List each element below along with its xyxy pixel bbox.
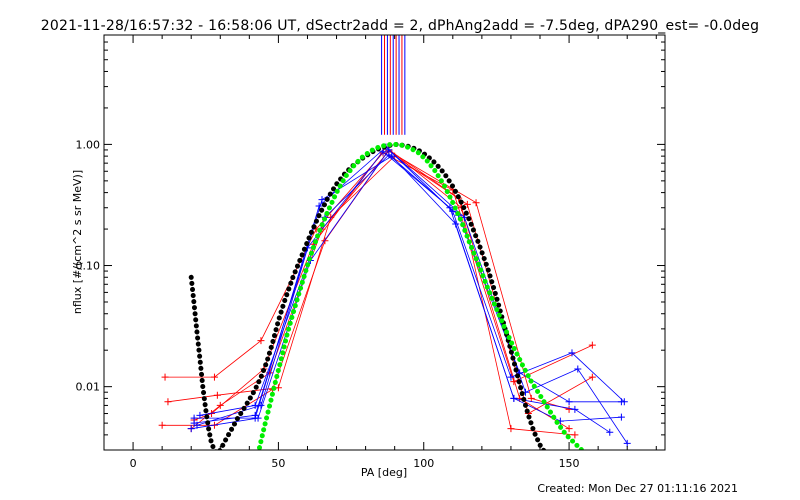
data-point — [507, 425, 515, 433]
y-tick-label: 0.01 — [76, 381, 101, 394]
x-axis-label: PA [deg] — [361, 466, 407, 479]
data-point — [210, 373, 218, 381]
series-line-6 — [191, 149, 628, 444]
data-point — [472, 199, 480, 207]
data-point — [379, 148, 387, 156]
black-fit-curve — [188, 141, 547, 450]
data-point — [565, 398, 573, 406]
y-tick-label: 0.10 — [76, 260, 101, 273]
data-point — [257, 401, 265, 409]
x-tick-label: 100 — [413, 457, 434, 470]
axis-layer: 0 50 100 150 0.01 0.10 1.00 — [76, 34, 665, 470]
data-point — [385, 151, 393, 159]
data-point — [571, 431, 579, 439]
data-point — [213, 391, 221, 399]
data-point — [388, 152, 396, 160]
x-tick-label: 0 — [130, 457, 137, 470]
data-point — [449, 207, 457, 215]
chart-title: 2021-11-28/16:57:32 - 16:58:06 UT, dSect… — [40, 18, 760, 34]
data-point — [588, 373, 596, 381]
series-line-1 — [162, 149, 570, 430]
data-point — [527, 394, 535, 402]
x-tick-label: 150 — [559, 457, 580, 470]
data-point — [161, 373, 169, 381]
data-layer — [158, 35, 631, 450]
x-tick-label: 50 — [271, 457, 285, 470]
data-point — [257, 337, 265, 345]
series-line-5 — [194, 146, 625, 419]
data-point — [606, 428, 614, 436]
data-point — [571, 405, 579, 413]
data-point — [507, 373, 515, 381]
data-point — [617, 413, 625, 421]
data-point — [164, 398, 172, 406]
data-point — [463, 200, 471, 208]
data-point — [158, 421, 166, 429]
plot-frame — [103, 34, 666, 451]
data-point — [187, 425, 195, 433]
y-axis-label: nflux [#/(cm^2 s sr MeV)] — [71, 170, 84, 314]
data-point — [318, 196, 326, 204]
data-point — [196, 411, 204, 419]
series-line-4 — [190, 150, 570, 430]
series-line-9 — [196, 155, 611, 433]
series-line-8 — [199, 154, 622, 416]
data-point — [510, 394, 518, 402]
data-point — [574, 365, 582, 373]
y-tick-label: 1.00 — [76, 138, 101, 151]
data-point — [452, 220, 460, 228]
data-point — [251, 411, 259, 419]
data-point — [565, 425, 573, 433]
data-point — [193, 421, 201, 429]
data-point — [623, 439, 631, 447]
data-point — [617, 398, 625, 406]
data-point — [216, 401, 224, 409]
data-point — [568, 349, 576, 357]
data-point — [321, 237, 329, 245]
green-fit-curve — [256, 141, 586, 450]
series-line-0 — [165, 152, 593, 383]
data-point — [588, 341, 596, 349]
created-timestamp: Created: Mon Dec 27 01:11:16 2021 — [537, 482, 738, 495]
